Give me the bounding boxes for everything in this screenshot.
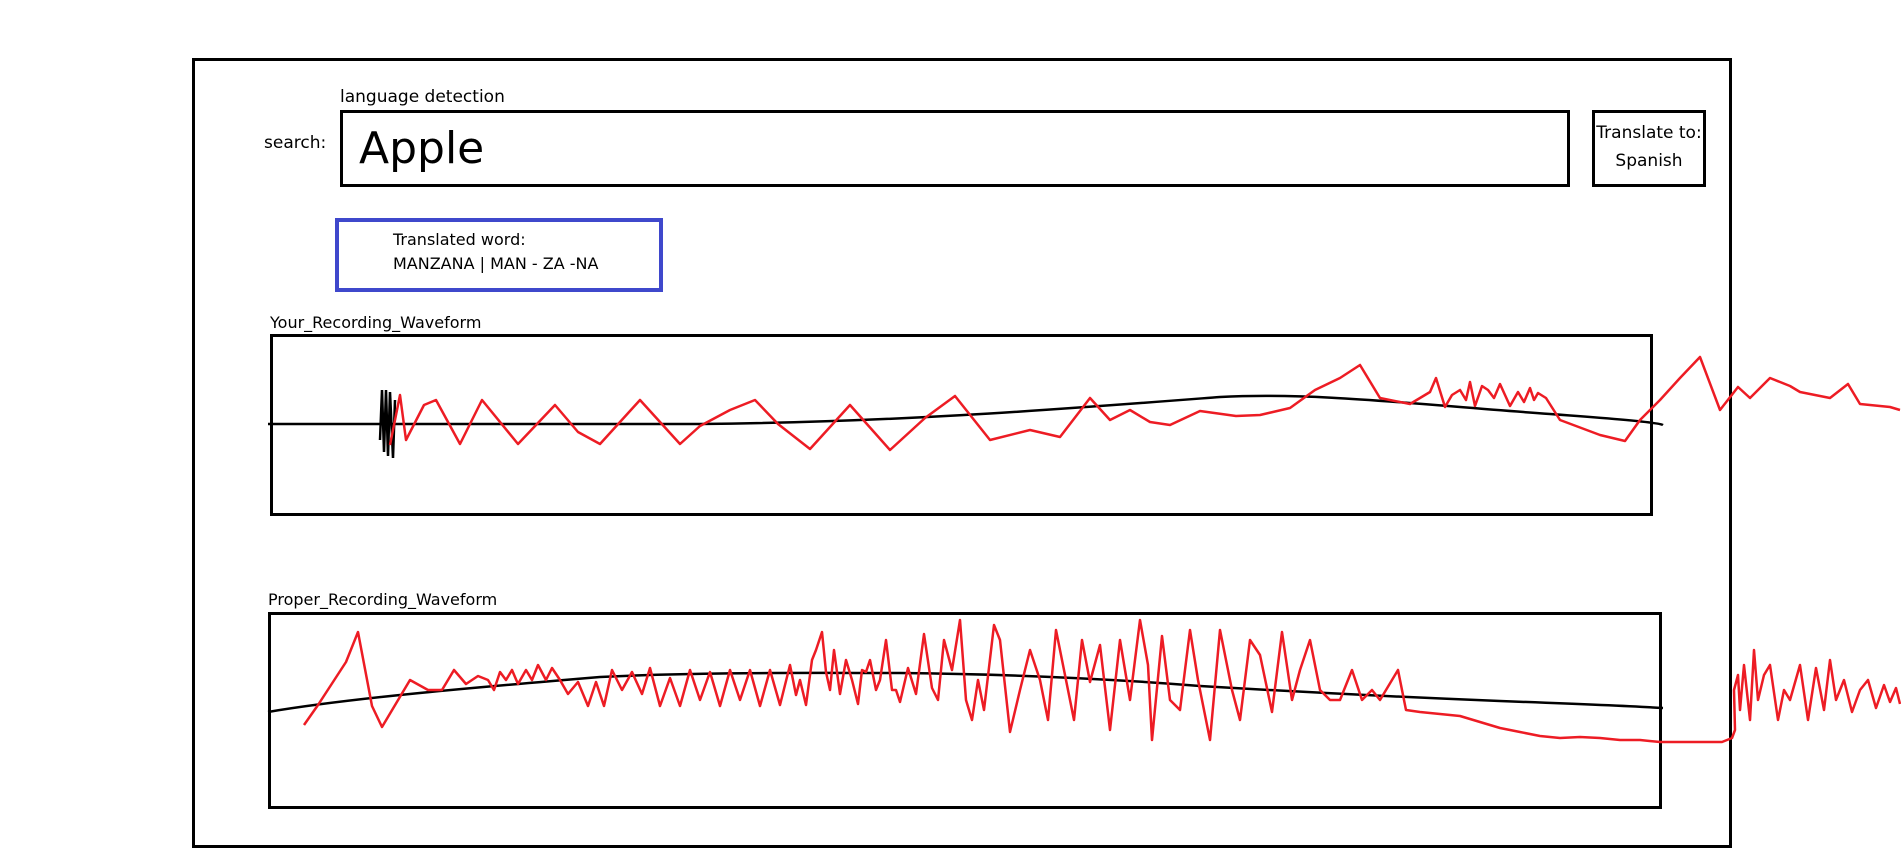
app-frame bbox=[192, 58, 1732, 848]
language-detection-label: language detection bbox=[340, 87, 505, 107]
search-input[interactable] bbox=[340, 110, 1570, 187]
translated-word-panel: Translated word: MANZANA | MAN - ZA -NA bbox=[335, 218, 663, 292]
search-label: search: bbox=[264, 133, 327, 153]
your-recording-waveform-panel bbox=[270, 334, 1653, 516]
your-recording-title: Your_Recording_Waveform bbox=[270, 313, 482, 332]
translate-to-label: Translate to: bbox=[1596, 123, 1702, 143]
translate-to-language: Spanish bbox=[1615, 151, 1683, 171]
translated-word-heading: Translated word: bbox=[393, 230, 526, 249]
translated-word-result: MANZANA | MAN - ZA -NA bbox=[393, 254, 599, 273]
proper-recording-waveform-panel bbox=[268, 612, 1662, 809]
translate-to-selector[interactable]: Translate to: Spanish bbox=[1592, 110, 1706, 187]
proper-recording-title: Proper_Recording_Waveform bbox=[268, 590, 498, 609]
